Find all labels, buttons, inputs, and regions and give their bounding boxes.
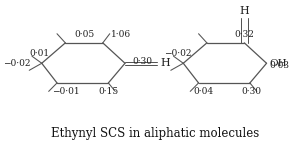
Text: Ethynyl SCS in aliphatic molecules: Ethynyl SCS in aliphatic molecules [51, 127, 260, 140]
Text: −0·02: −0·02 [163, 49, 191, 58]
Text: 0·01: 0·01 [30, 49, 50, 58]
Text: 0·05: 0·05 [74, 30, 94, 39]
Text: 0·15: 0·15 [98, 87, 119, 96]
Text: 1·06: 1·06 [111, 30, 131, 39]
Text: −0·01: −0·01 [52, 87, 79, 96]
Text: 0·32: 0·32 [235, 30, 254, 39]
Text: 0·04: 0·04 [193, 87, 213, 96]
Text: 0·30: 0·30 [133, 57, 153, 66]
Text: −0·02: −0·02 [3, 59, 31, 68]
Text: OH: OH [269, 59, 287, 68]
Text: 0·03: 0·03 [269, 61, 289, 70]
Text: H: H [240, 6, 249, 16]
Text: 0·30: 0·30 [241, 87, 261, 96]
Text: H: H [160, 58, 170, 68]
